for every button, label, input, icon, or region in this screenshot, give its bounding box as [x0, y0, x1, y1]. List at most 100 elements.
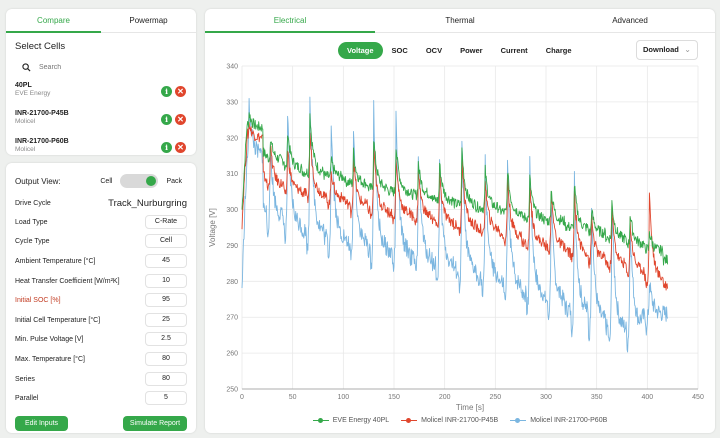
setting-value[interactable]: 10: [145, 274, 187, 288]
setting-value[interactable]: 25: [145, 313, 187, 327]
setting-label: Series: [15, 375, 35, 383]
chart-panel: Electrical Thermal Advanced Voltage SOC …: [205, 9, 715, 433]
y-tick-label: 300: [226, 207, 238, 214]
tab-thermal[interactable]: Thermal: [445, 16, 475, 25]
output-view-label: Output View:: [15, 176, 61, 186]
tab-compare[interactable]: Compare: [6, 9, 101, 33]
info-icon[interactable]: i: [161, 142, 172, 153]
subtab-voltage[interactable]: Voltage: [338, 42, 383, 59]
edit-inputs-button[interactable]: Edit Inputs: [15, 416, 68, 431]
x-axis-title: Time [s]: [456, 403, 484, 412]
subtab-power[interactable]: Power: [460, 46, 483, 55]
cell-maker: EVE Energy: [15, 90, 51, 97]
setting-value[interactable]: 2.5: [145, 332, 187, 346]
subtab-current[interactable]: Current: [500, 46, 528, 55]
search-box[interactable]: [14, 58, 188, 76]
setting-label: Initial SOC [%]: [15, 296, 61, 304]
y-tick-label: 340: [226, 64, 238, 71]
voltage-chart: 250 260 270 280 290 300 310 320 330 340 0 50 100 150 2…: [208, 64, 704, 413]
info-icon[interactable]: i: [161, 86, 172, 97]
x-tick-label: 400: [641, 394, 653, 401]
setting-row: Initial Cell Temperature [°C] 25: [15, 312, 187, 328]
simulation-settings-panel: Output View: Cell Pack Drive Cycle Track…: [6, 163, 196, 433]
y-tick-label: 320: [226, 135, 238, 142]
setting-value[interactable]: 80: [145, 352, 187, 366]
cell-item: 40PL EVE Energy i ✕: [15, 82, 196, 106]
setting-row: Cycle Type Cell: [15, 233, 187, 249]
setting-label: Heat Transfer Coefficient [W/m²K]: [15, 277, 120, 285]
setting-row: Initial SOC [%] 95: [15, 292, 187, 308]
info-icon[interactable]: i: [161, 114, 172, 125]
tab-advanced[interactable]: Advanced: [612, 16, 648, 25]
search-input[interactable]: [39, 63, 159, 71]
close-icon[interactable]: ✕: [175, 86, 186, 97]
setting-row: Load Type C-Rate: [15, 214, 187, 230]
simulate-report-button[interactable]: Simulate Report: [123, 416, 187, 431]
x-tick-label: 450: [692, 394, 704, 401]
setting-value[interactable]: Cell: [145, 234, 187, 248]
y-tick-label: 250: [226, 387, 238, 394]
cell-name: 40PL: [15, 82, 32, 89]
cell-name: INR-21700-P45B: [15, 110, 69, 117]
select-cells-panel: Compare Powermap Select Cells 40PL EVE E…: [6, 9, 196, 155]
legend-item[interactable]: EVE Energy 40PL: [312, 416, 389, 424]
sub-tabs: Voltage SOC OCV Power Current Charge: [338, 42, 581, 59]
subtab-charge[interactable]: Charge: [545, 46, 572, 55]
close-icon[interactable]: ✕: [175, 142, 186, 153]
cell-name: INR-21700-P60B: [15, 138, 69, 145]
setting-row: Parallel 5: [15, 390, 187, 406]
series-line-b: [241, 96, 669, 353]
y-tick-label: 280: [226, 279, 238, 286]
setting-label: Load Type: [15, 218, 48, 226]
main-tabs: Electrical Thermal Advanced: [205, 9, 715, 33]
tab-powermap[interactable]: Powermap: [129, 16, 168, 25]
setting-label: Cycle Type: [15, 237, 50, 245]
x-tick-label: 200: [439, 394, 451, 401]
legend-marker-icon: [510, 416, 527, 424]
chevron-down-icon: ⌄: [684, 45, 691, 54]
close-icon[interactable]: ✕: [175, 114, 186, 125]
legend-item[interactable]: Molicel INR-21700-P45B: [401, 416, 498, 424]
x-tick-label: 50: [289, 394, 297, 401]
drive-cycle-label: Drive Cycle: [15, 199, 51, 207]
legend-item[interactable]: Molicel INR-21700-P60B: [510, 416, 607, 424]
legend-label: Molicel INR-21700-P45B: [421, 416, 499, 424]
chart-legend: EVE Energy 40PL Molicel INR-21700-P45B M…: [205, 416, 715, 424]
y-axis-title: Voltage [V]: [208, 208, 217, 247]
output-view-row: Output View: Cell Pack: [15, 173, 187, 189]
setting-row: Max. Temperature [°C] 80: [15, 351, 187, 367]
series-line-g: [241, 112, 669, 266]
setting-label: Min. Pulse Voltage [V]: [15, 335, 84, 343]
cell-item: INR-21700-P60B Molicel i ✕: [15, 138, 196, 162]
output-view-pack-label: Pack: [166, 177, 182, 185]
setting-label: Ambient Temperature [°C]: [15, 257, 96, 265]
x-tick-label: 300: [540, 394, 552, 401]
drive-cycle-value[interactable]: Track_Nurburgring: [108, 197, 187, 209]
subtab-ocv[interactable]: OCV: [425, 46, 443, 55]
y-tick-label: 270: [226, 315, 238, 322]
toggle-knob: [146, 176, 157, 186]
output-view-cell-label: Cell: [100, 177, 113, 185]
left-tabs: Compare Powermap: [6, 9, 196, 33]
y-tick-label: 310: [226, 171, 238, 178]
search-icon: [22, 62, 31, 72]
download-button[interactable]: Download ⌄: [636, 40, 698, 60]
subtab-soc[interactable]: SOC: [391, 46, 408, 55]
setting-value[interactable]: 5: [145, 391, 187, 405]
y-tick-label: 330: [226, 99, 238, 106]
x-tick-label: 150: [388, 394, 400, 401]
output-view-toggle[interactable]: [120, 174, 159, 188]
setting-label: Max. Temperature [°C]: [15, 355, 85, 363]
y-tick-label: 290: [226, 243, 238, 250]
setting-value[interactable]: 80: [145, 372, 187, 386]
setting-value[interactable]: 95: [145, 293, 187, 307]
setting-row: Ambient Temperature [°C] 45: [15, 253, 187, 269]
setting-value[interactable]: C-Rate: [145, 215, 187, 229]
x-tick-label: 100: [337, 394, 349, 401]
x-tick-label: 0: [240, 394, 244, 401]
tab-electrical[interactable]: Electrical: [205, 9, 375, 33]
x-tick-label: 350: [591, 394, 603, 401]
setting-value[interactable]: 45: [145, 254, 187, 268]
y-tick-label: 260: [226, 351, 238, 358]
cell-item: INR-21700-P45B Molicel i ✕: [15, 110, 196, 134]
